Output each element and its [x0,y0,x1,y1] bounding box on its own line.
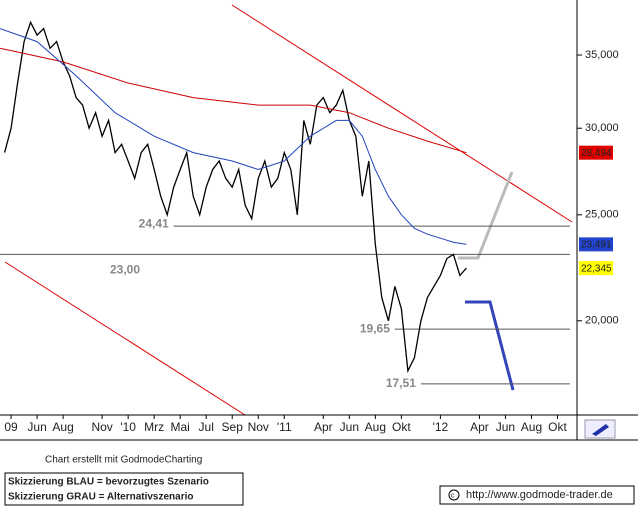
x-tick-label: Jun [496,420,515,434]
x-tick-label: Aug [52,420,73,434]
copyright-icon [448,489,460,501]
scenario-blue [465,300,515,391]
level-label: 24,41 [139,216,169,230]
source-box [439,485,635,505]
price-tag [579,261,613,276]
legend-text: Skizzierung GRAU = Alternativszenario [8,492,194,503]
x-tick-label: Apr [470,420,489,434]
x-tick-label: '11 [277,420,292,434]
moving-average [0,28,467,245]
x-tick-label: Okt [392,420,411,434]
y-tick-label: 35,000 [585,49,619,61]
x-tick-label: '12 [433,420,449,434]
y-tick-label: 30,000 [585,122,619,134]
x-tick-label: Apr [314,420,333,434]
level-label: 17,51 [386,376,416,390]
price-tag [579,145,613,160]
legend-box [4,472,244,506]
x-tick-label: Okt [548,420,567,434]
source: http://www.godmode-trader.de [466,489,613,501]
scenario-grey [458,171,514,260]
x-tick-label: Nov [248,420,269,434]
x-tick-label: Aug [365,420,386,434]
x-tick-label: Jun [340,420,359,434]
level-label: 23,00 [110,263,140,277]
x-tick-label: '10 [120,420,136,434]
credit: Chart erstellt mit GodmodeCharting [45,455,202,466]
x-tick-label: Aug [521,420,542,434]
price-tag-label: 22,345 [581,263,612,274]
price-tag-label: 23,491 [581,240,612,251]
price-tag [579,237,613,252]
legend-text: Skizzierung BLAU = bevorzugtes Szenario [8,477,209,488]
plot-area [0,0,577,415]
price-tag-label: 28,494 [581,148,612,159]
trendline [231,4,573,223]
x-tick-label: Nov [91,420,112,434]
x-tick-label: Jul [199,420,214,434]
moving-average [0,47,467,154]
copyright-icon: c [451,492,455,499]
x-tick-label: Sep [222,420,244,434]
price-line [3,20,467,374]
y-tick-label: 20,000 [585,315,619,327]
x-tick-label: Mai [171,420,190,434]
y-tick-label: 25,000 [585,209,619,221]
logo-icon [592,424,609,436]
trendline [4,261,246,416]
x-tick-label: Mrz [144,420,164,434]
level-label: 19,65 [360,321,390,335]
x-tick-label: Jun [27,420,46,434]
x-tick-label: 09 [4,420,18,434]
